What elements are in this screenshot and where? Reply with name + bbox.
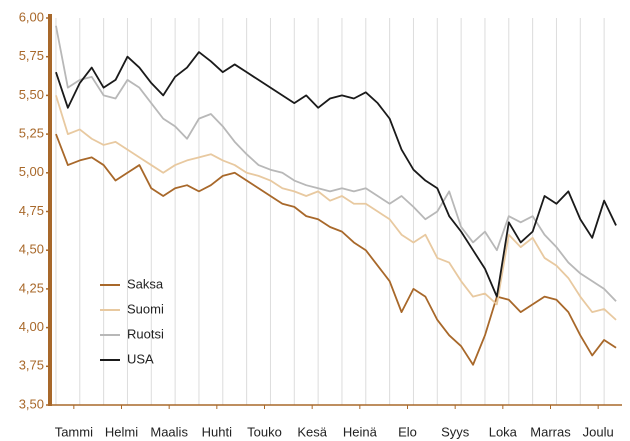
series-line [55,51,617,298]
series-line [55,25,617,302]
y-tick-label: 4,75 [19,203,44,218]
series-line [55,95,617,321]
y-tick-label: 4,25 [19,280,44,295]
y-tick-label: 5,75 [19,48,44,63]
y-tick-label: 5,25 [19,126,44,141]
series-line [55,133,617,366]
y-tick-label: 5,00 [19,164,44,179]
legend-label: Saksa [127,276,164,291]
x-tick-label: Maalis [150,424,188,439]
y-tick-label: 6,00 [19,9,44,24]
legend-label: Suomi [127,301,164,316]
legend-label: USA [127,351,154,366]
x-tick-label: Joulu [583,424,614,439]
x-tick-label: Touko [247,424,282,439]
x-tick-label: Kesä [297,424,327,439]
x-tick-label: Helmi [105,424,138,439]
x-tick-label: Heinä [343,424,378,439]
y-tick-label: 4,50 [19,242,44,257]
y-tick-label: 3,50 [19,396,44,411]
x-tick-label: Elo [398,424,417,439]
y-tick-label: 3,75 [19,358,44,373]
x-tick-label: Loka [489,424,518,439]
x-tick-label: Syys [441,424,470,439]
x-tick-label: Huhti [202,424,232,439]
legend-label: Ruotsi [127,326,164,341]
x-tick-label: Marras [530,424,571,439]
y-tick-label: 4,00 [19,319,44,334]
x-tick-label: Tammi [55,424,93,439]
y-tick-label: 5,50 [19,87,44,102]
